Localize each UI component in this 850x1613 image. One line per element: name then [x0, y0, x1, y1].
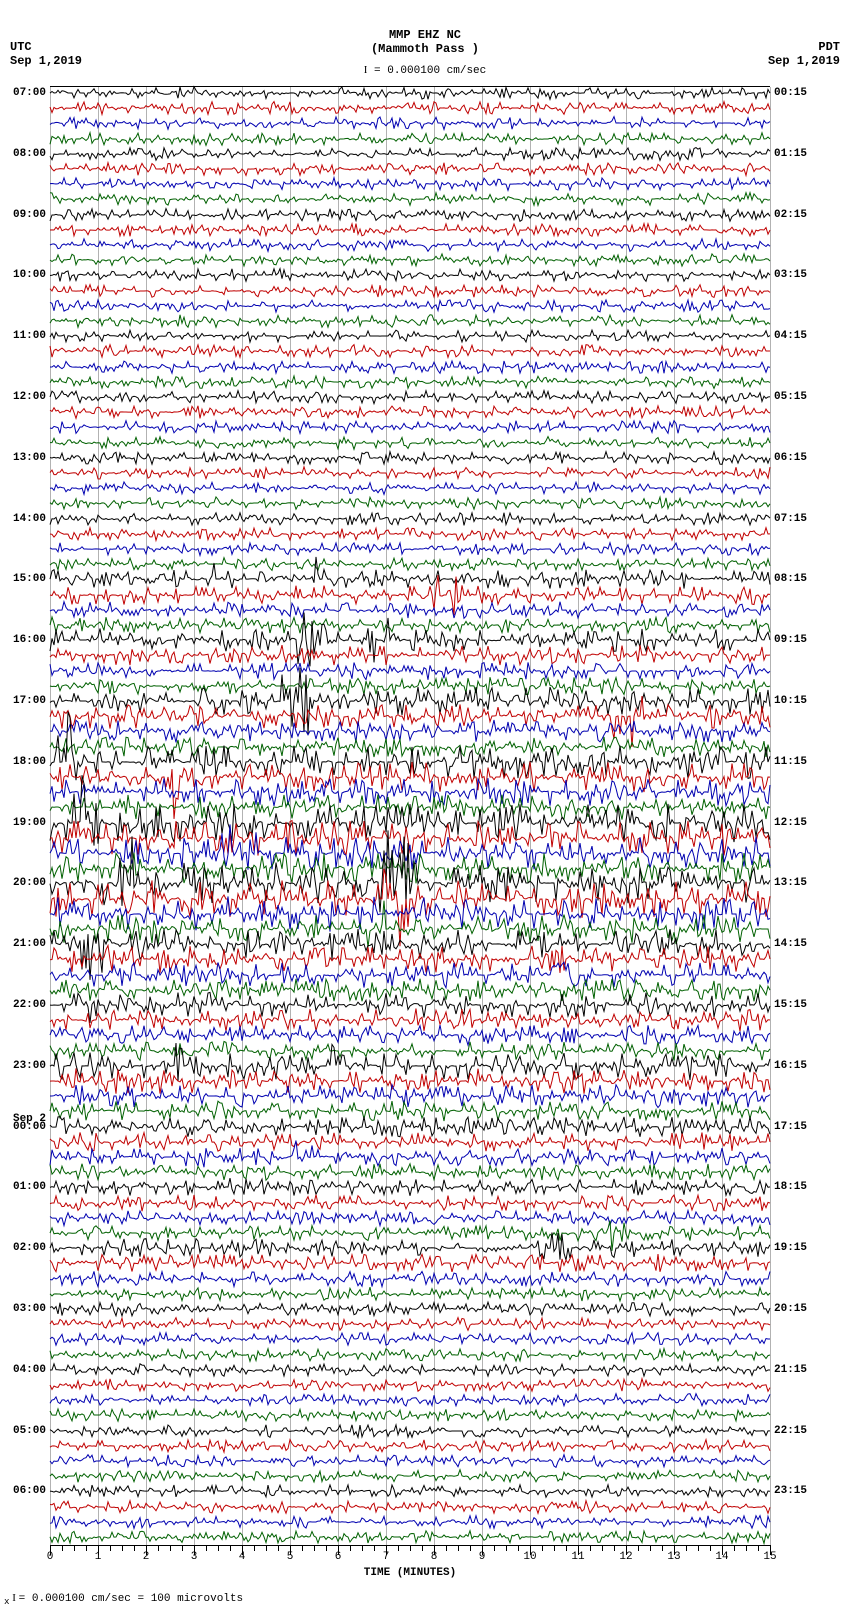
utc-hour-label: 23:00 — [13, 1060, 46, 1072]
utc-hour-label: 20:00 — [13, 877, 46, 889]
pdt-hour-label: 11:15 — [774, 756, 807, 768]
station-subtitle: (Mammoth Pass ) — [0, 42, 850, 56]
utc-hour-label: 07:00 — [13, 87, 46, 99]
pdt-hour-label: 00:15 — [774, 87, 807, 99]
xaxis-tick-label: 1 — [95, 1551, 102, 1563]
xaxis-tick-label: 11 — [571, 1551, 584, 1563]
xaxis-tick-label: 8 — [431, 1551, 438, 1563]
pdt-hour-label: 01:15 — [774, 148, 807, 160]
pdt-hour-label: 16:15 — [774, 1060, 807, 1072]
xaxis-tick-label: 15 — [763, 1551, 776, 1563]
utc-hour-label: 22:00 — [13, 999, 46, 1011]
header-scale: I = 0.000100 cm/sec — [0, 64, 850, 77]
utc-hour-label: 03:00 — [13, 1303, 46, 1315]
xaxis-label: TIME (MINUTES) — [364, 1567, 456, 1579]
utc-hour-label: 09:00 — [13, 209, 46, 221]
pdt-hour-label: 20:15 — [774, 1303, 807, 1315]
xaxis-tick-label: 10 — [523, 1551, 536, 1563]
pdt-hour-label: 07:15 — [774, 513, 807, 525]
pdt-hour-label: 22:15 — [774, 1425, 807, 1437]
utc-hour-label: 13:00 — [13, 452, 46, 464]
utc-hour-label: 19:00 — [13, 817, 46, 829]
utc-hour-label: 15:00 — [13, 573, 46, 585]
pdt-hour-label: 06:15 — [774, 452, 807, 464]
utc-hour-label: 14:00 — [13, 513, 46, 525]
utc-hour-label: 12:00 — [13, 391, 46, 403]
pdt-hour-label: 04:15 — [774, 330, 807, 342]
xaxis-tick-label: 2 — [143, 1551, 150, 1563]
pdt-hour-label: 03:15 — [774, 269, 807, 281]
xaxis-tick-label: 3 — [191, 1551, 198, 1563]
utc-hour-label: 08:00 — [13, 148, 46, 160]
footer-scale: x I = 0.000100 cm/sec = 100 microvolts — [4, 1592, 243, 1607]
utc-hour-label: 11:00 — [13, 330, 46, 342]
pdt-hour-label: 09:15 — [774, 634, 807, 646]
station-title: MMP EHZ NC — [0, 28, 850, 42]
pdt-hour-label: 10:15 — [774, 695, 807, 707]
pdt-hour-label: 21:15 — [774, 1364, 807, 1376]
utc-hour-label: 10:00 — [13, 269, 46, 281]
pdt-hour-label: 05:15 — [774, 391, 807, 403]
pdt-hour-label: 18:15 — [774, 1181, 807, 1193]
utc-hour-label: 17:00 — [13, 695, 46, 707]
xaxis-tick-label: 13 — [667, 1551, 680, 1563]
utc-hour-label: 18:00 — [13, 756, 46, 768]
seismogram-trace — [50, 1525, 770, 1549]
xaxis-tick-label: 0 — [47, 1551, 54, 1563]
xaxis-tick-label: 12 — [619, 1551, 632, 1563]
xaxis-tick-label: 4 — [239, 1551, 246, 1563]
xaxis-tick-label: 9 — [479, 1551, 486, 1563]
pdt-hour-label: 15:15 — [774, 999, 807, 1011]
xaxis-tick-label: 14 — [715, 1551, 728, 1563]
vgrid — [770, 87, 771, 1545]
pdt-hour-label: 02:15 — [774, 209, 807, 221]
pdt-hour-label: 08:15 — [774, 573, 807, 585]
utc-hour-label: 06:00 — [13, 1485, 46, 1497]
pdt-hour-label: 23:15 — [774, 1485, 807, 1497]
xaxis-tick-label: 6 — [335, 1551, 342, 1563]
utc-hour-label: 01:00 — [13, 1181, 46, 1193]
pdt-hour-label: 17:15 — [774, 1121, 807, 1133]
xaxis-tick-label: 5 — [287, 1551, 294, 1563]
pdt-hour-label: 12:15 — [774, 817, 807, 829]
utc-hour-label: 16:00 — [13, 634, 46, 646]
utc-hour-label: 02:00 — [13, 1242, 46, 1254]
xaxis-tick-label: 7 — [383, 1551, 390, 1563]
utc-hour-label: 04:00 — [13, 1364, 46, 1376]
pdt-hour-label: 13:15 — [774, 877, 807, 889]
pdt-hour-label: 19:15 — [774, 1242, 807, 1254]
utc-date-separator: Sep 2 — [13, 1113, 46, 1125]
utc-hour-label: 05:00 — [13, 1425, 46, 1437]
pdt-hour-label: 14:15 — [774, 938, 807, 950]
utc-hour-label: 21:00 — [13, 938, 46, 950]
seismogram-plot: TIME (MINUTES) 012345678910111213141507:… — [50, 86, 770, 1546]
